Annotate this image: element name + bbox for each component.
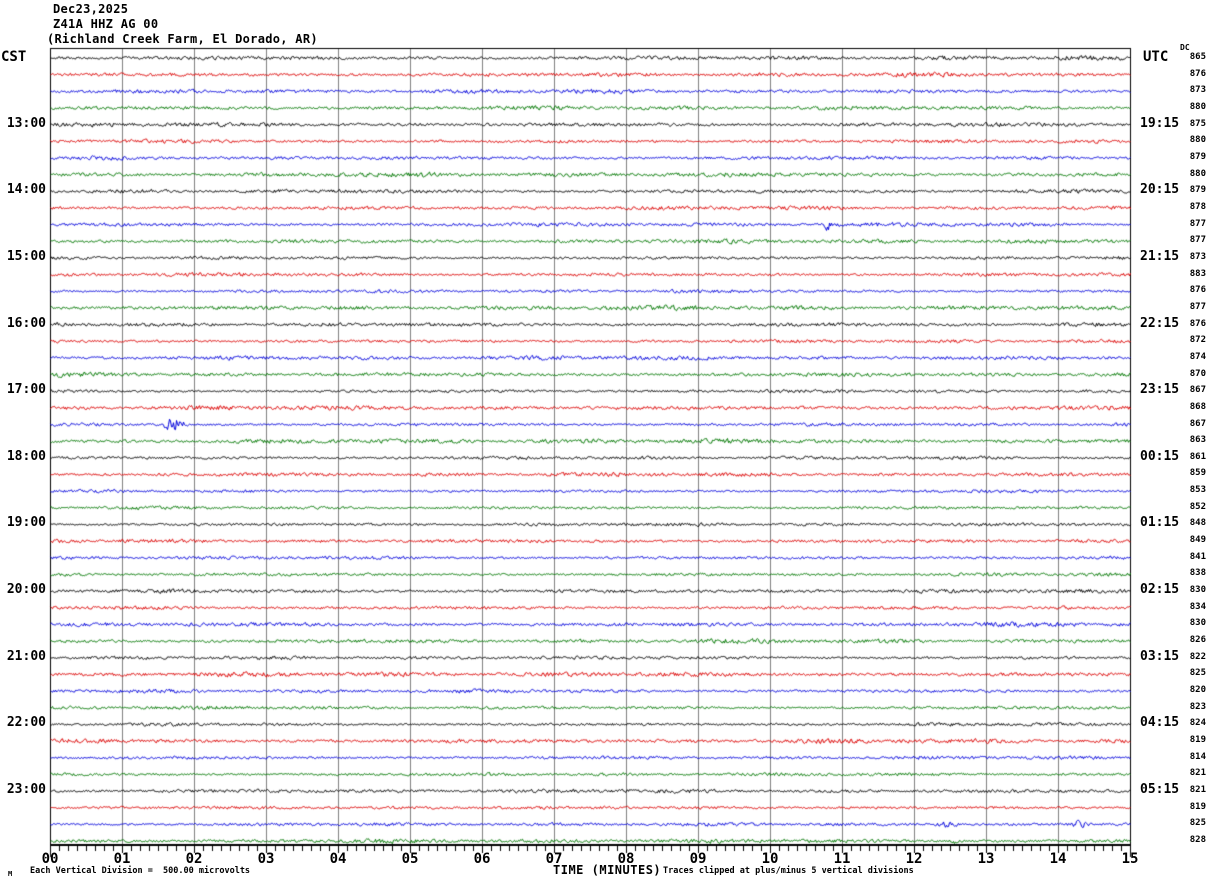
station-title: Z41A HHZ AG 00 [53,17,159,31]
dc-value: 824 [1189,718,1206,729]
dc-value: 883 [1189,268,1206,279]
dc-value: 859 [1189,468,1206,479]
dc-value: 865 [1189,52,1206,62]
dc-value: 838 [1189,568,1206,579]
dc-value: 877 [1189,235,1206,246]
corner-mark: M [8,870,13,878]
x-axis-tick-label: 12 [905,851,923,867]
dc-value: 863 [1189,435,1206,446]
dc-value: 870 [1189,368,1206,379]
cst-hour-label: 22:00 [6,715,46,731]
dc-value: 879 [1189,151,1206,162]
dc-value: 821 [1189,785,1206,796]
dc-value: 880 [1189,168,1206,179]
utc-hour-label: 20:15 [1140,182,1180,198]
dc-value: 878 [1189,201,1206,212]
dc-value: 825 [1189,818,1206,829]
utc-hour-label: 22:15 [1140,315,1180,331]
x-axis-tick-label: 11 [833,851,851,867]
right-timezone-label: UTC [1143,49,1169,65]
utc-hour-label: 05:15 [1140,782,1180,798]
dc-value: 830 [1189,585,1206,596]
x-axis-tick-label: 07 [545,851,563,867]
dc-value: 834 [1189,601,1206,612]
x-axis-tick-label: 00 [41,851,59,867]
cst-hour-label: 14:00 [6,182,46,198]
x-axis-tick-label: 05 [401,851,419,867]
dc-value: 830 [1189,618,1206,629]
utc-hour-label: 01:15 [1140,515,1180,531]
x-axis-tick-label: 10 [761,851,779,867]
utc-hour-label: 21:15 [1140,248,1180,264]
x-axis-tick-label: 14 [1049,851,1067,867]
cst-hour-label: 16:00 [6,315,46,331]
dc-value: 876 [1189,285,1206,296]
date-title: Dec23,2025 [53,2,129,16]
dc-value: 880 [1189,135,1206,146]
cst-hour-label: 20:00 [6,582,46,598]
cst-hour-label: 19:00 [6,515,46,531]
dc-value: 873 [1189,251,1206,262]
dc-value: 828 [1189,835,1206,845]
dc-value: 814 [1189,751,1206,762]
utc-hour-label: 03:15 [1140,648,1180,664]
cst-hour-label: 18:00 [6,448,46,464]
dc-value: 868 [1189,401,1206,412]
utc-hour-label: 19:15 [1140,115,1180,131]
dc-value: 822 [1189,651,1206,662]
dc-value: 821 [1189,768,1206,779]
dc-value: 876 [1189,318,1206,329]
scale-note: Each Vertical Division = 500.00 microvol… [30,866,251,876]
dc-value: 872 [1189,335,1206,346]
utc-hour-label: 23:15 [1140,382,1180,398]
dc-value: 853 [1189,485,1206,496]
cst-hour-label: 21:00 [6,648,46,664]
x-axis-tick-label: 01 [113,851,131,867]
dc-value: 880 [1189,101,1206,112]
left-timezone-label: CST [1,49,27,65]
cst-hour-label: 13:00 [6,115,46,131]
dc-value: 877 [1189,301,1206,312]
dc-value: 849 [1189,535,1206,546]
location-title: (Richland Creek Farm, El Dorado, AR) [47,32,318,46]
dc-value: 874 [1189,351,1206,362]
x-axis-tick-label: 08 [617,851,635,867]
dc-value: 819 [1189,735,1206,746]
x-axis-title: TIME (MINUTES) [553,863,662,877]
dc-value: 873 [1189,85,1206,96]
cst-hour-label: 23:00 [6,782,46,798]
x-axis-tick-label: 13 [977,851,995,867]
dc-value: 877 [1189,218,1206,229]
x-axis-tick-label: 03 [257,851,275,867]
dc-value: 826 [1189,635,1206,646]
x-axis-tick-label: 15 [1121,851,1139,867]
dc-value: 867 [1189,418,1206,429]
utc-hour-label: 04:15 [1140,715,1180,731]
utc-hour-label: 00:15 [1140,448,1180,464]
x-axis-tick-label: 06 [473,851,491,867]
dc-value: 823 [1189,701,1206,712]
dc-value: 820 [1189,685,1206,696]
dc-value: 841 [1189,551,1206,562]
dc-value: 876 [1189,68,1206,79]
x-axis-tick-label: 02 [185,851,203,867]
x-axis-tick-label: 04 [329,851,347,867]
clip-note: Traces clipped at plus/minus 5 vertical … [663,866,914,876]
utc-hour-label: 02:15 [1140,582,1180,598]
dc-value: 819 [1189,801,1206,812]
dc-value: 825 [1189,668,1206,679]
dc-value: 848 [1189,518,1206,529]
dc-column-header: DC [1180,43,1190,52]
dc-value: 879 [1189,185,1206,196]
dc-value: 875 [1189,118,1206,129]
cst-hour-label: 15:00 [6,248,46,264]
dc-value: 867 [1189,385,1206,396]
cst-hour-label: 17:00 [6,382,46,398]
dc-value: 852 [1189,501,1206,512]
x-axis-tick-label: 09 [689,851,707,867]
dc-value: 861 [1189,451,1206,462]
